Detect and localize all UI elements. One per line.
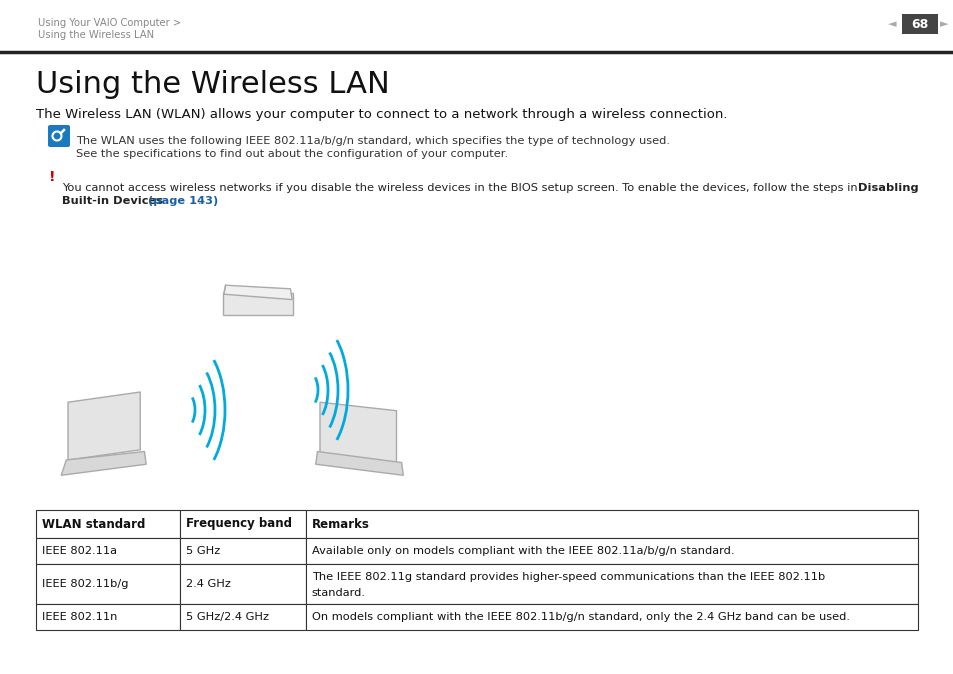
Bar [179,510,306,538]
Text: IEEE 802.11a: IEEE 802.11a [42,546,117,556]
Text: Disabling: Disabling [857,183,918,193]
Text: Available only on models compliant with the IEEE 802.11a/b/g/n standard.: Available only on models compliant with … [312,546,734,556]
Bar [306,510,917,538]
Text: See the specifications to find out about the configuration of your computer.: See the specifications to find out about… [76,149,508,159]
Bar [36,538,179,564]
Text: Using Your VAIO Computer >: Using Your VAIO Computer > [38,18,181,28]
Text: 68: 68 [910,18,927,30]
Bar [306,604,917,630]
Bar [36,510,179,538]
Bar [179,564,306,604]
Text: The WLAN uses the following IEEE 802.11a/b/g/n standard, which specifies the typ: The WLAN uses the following IEEE 802.11a… [76,136,669,146]
Text: standard.: standard. [312,588,366,598]
Text: WLAN standard: WLAN standard [42,518,145,530]
Text: 5 GHz/2.4 GHz: 5 GHz/2.4 GHz [186,612,269,622]
Text: .: . [198,196,201,206]
Text: You cannot access wireless networks if you disable the wireless devices in the B: You cannot access wireless networks if y… [62,183,861,193]
Text: ◄: ◄ [887,19,895,29]
Text: Remarks: Remarks [312,518,370,530]
Text: Using the Wireless LAN: Using the Wireless LAN [38,30,154,40]
Bar [36,564,179,604]
Text: !: ! [49,170,55,184]
Bar [36,604,179,630]
Text: IEEE 802.11n: IEEE 802.11n [42,612,117,622]
FancyBboxPatch shape [48,125,70,147]
Polygon shape [319,402,396,468]
Text: The IEEE 802.11g standard provides higher-speed communications than the IEEE 802: The IEEE 802.11g standard provides highe… [312,572,824,582]
Text: IEEE 802.11b/g: IEEE 802.11b/g [42,579,129,589]
Bar [306,538,917,564]
Polygon shape [315,452,403,475]
Bar [179,604,306,630]
Text: The Wireless LAN (WLAN) allows your computer to connect to a network through a w: The Wireless LAN (WLAN) allows your comp… [36,108,727,121]
Polygon shape [61,452,146,475]
Text: On models compliant with the IEEE 802.11b/g/n standard, only the 2.4 GHz band ca: On models compliant with the IEEE 802.11… [312,612,849,622]
Bar [306,564,917,604]
Text: Built-in Devices: Built-in Devices [62,196,167,206]
Bar [179,538,306,564]
Polygon shape [224,285,292,300]
Text: Using the Wireless LAN: Using the Wireless LAN [36,70,390,99]
FancyBboxPatch shape [223,293,293,315]
Text: 2.4 GHz: 2.4 GHz [186,579,231,589]
FancyBboxPatch shape [901,14,937,34]
Text: ►: ► [939,19,947,29]
Text: 5 GHz: 5 GHz [186,546,220,556]
Polygon shape [68,392,140,460]
Text: Frequency band: Frequency band [186,518,292,530]
Text: (page 143): (page 143) [148,196,218,206]
